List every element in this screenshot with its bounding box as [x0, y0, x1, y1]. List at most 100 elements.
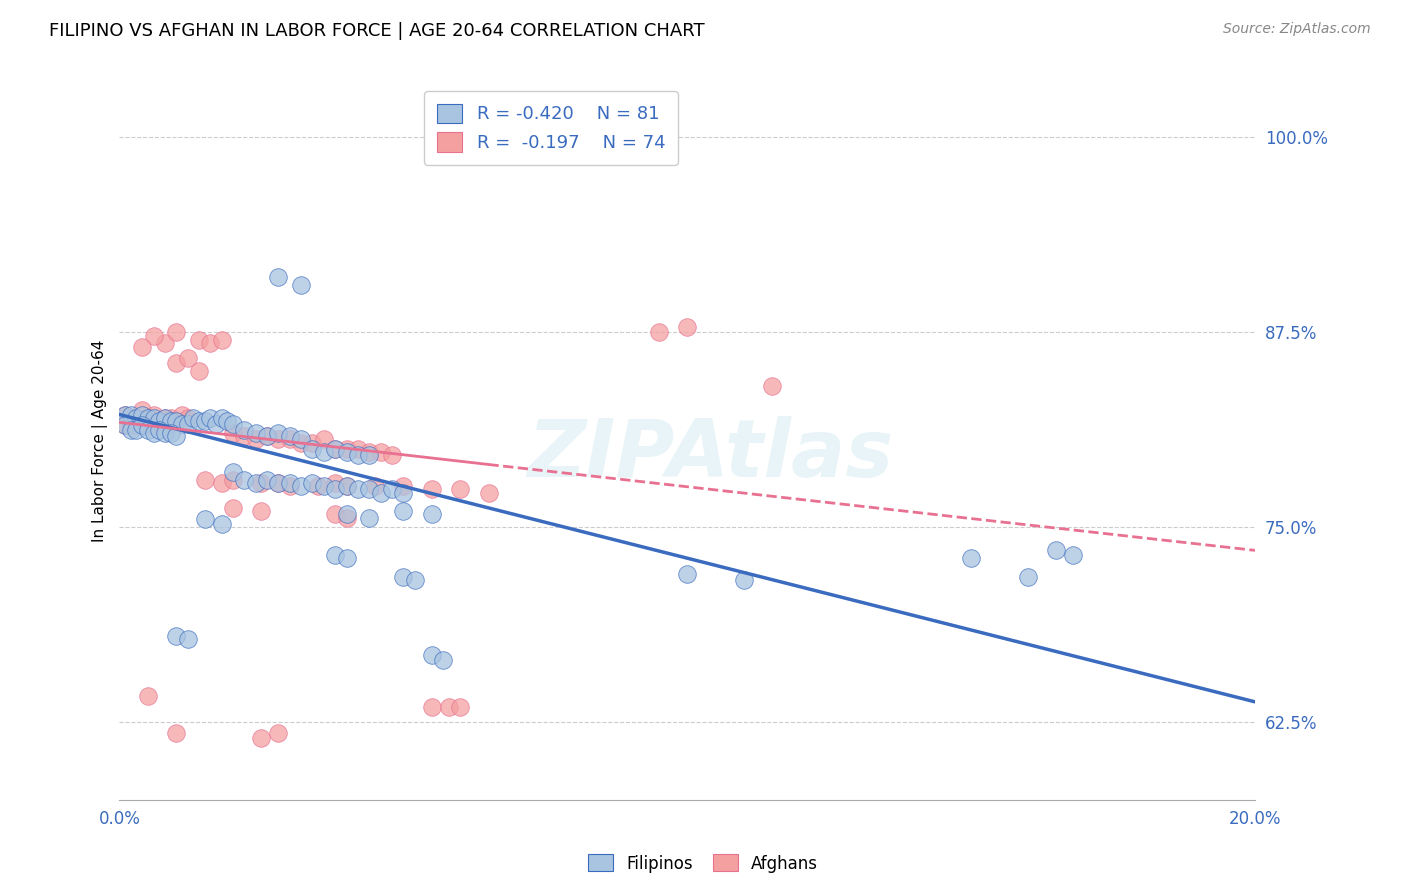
Point [217, 414, 239, 428]
Point [245, 433, 267, 447]
Point [136, 689, 159, 703]
Point [114, 408, 136, 422]
Point [165, 356, 187, 370]
Point [194, 512, 217, 526]
Text: FILIPINO VS AFGHAN IN LABOR FORCE | AGE 20-64 CORRELATION CHART: FILIPINO VS AFGHAN IN LABOR FORCE | AGE … [49, 22, 704, 40]
Point [120, 418, 142, 433]
Point [131, 408, 153, 422]
Point [211, 410, 233, 425]
Point [278, 476, 301, 491]
Point [404, 573, 426, 587]
Point [420, 483, 443, 497]
Point [477, 485, 499, 500]
Point [131, 402, 153, 417]
Point [392, 479, 415, 493]
Point [323, 548, 346, 562]
Point [233, 429, 256, 443]
Point [159, 410, 181, 425]
Point [131, 340, 153, 354]
Point [165, 325, 187, 339]
Point [323, 483, 346, 497]
Point [323, 442, 346, 456]
Y-axis label: In Labor Force | Age 20-64: In Labor Force | Age 20-64 [93, 340, 108, 542]
Point [250, 504, 273, 518]
Point [449, 699, 471, 714]
Point [381, 448, 404, 462]
Point [420, 508, 443, 522]
Point [114, 418, 136, 433]
Point [256, 429, 278, 443]
Point [335, 479, 357, 493]
Point [233, 473, 256, 487]
Point [267, 433, 290, 447]
Point [120, 423, 142, 437]
Point [200, 410, 222, 425]
Point [323, 442, 346, 456]
Point [648, 325, 671, 339]
Point [222, 417, 245, 431]
Point [136, 418, 159, 433]
Point [176, 351, 198, 366]
Point [187, 414, 209, 428]
Point [125, 414, 148, 428]
Point [114, 418, 136, 433]
Point [323, 508, 346, 522]
Point [676, 320, 699, 334]
Point [176, 417, 198, 431]
Point [233, 423, 256, 437]
Point [364, 479, 387, 493]
Point [222, 473, 245, 487]
Point [335, 445, 357, 459]
Point [676, 566, 699, 581]
Point [267, 476, 290, 491]
Point [153, 335, 176, 350]
Point [120, 408, 142, 422]
Point [1017, 570, 1039, 584]
Point [347, 442, 370, 456]
Point [142, 410, 165, 425]
Point [267, 726, 290, 740]
Point [312, 479, 335, 493]
Point [267, 476, 290, 491]
Point [245, 476, 267, 491]
Point [370, 445, 392, 459]
Point [125, 423, 148, 437]
Point [200, 335, 222, 350]
Point [205, 417, 228, 431]
Point [194, 414, 217, 428]
Point [347, 448, 370, 462]
Point [335, 510, 357, 524]
Point [136, 410, 159, 425]
Point [131, 417, 153, 431]
Point [148, 414, 170, 428]
Point [347, 483, 370, 497]
Point [222, 426, 245, 441]
Point [153, 426, 176, 441]
Point [1045, 543, 1067, 558]
Point [370, 485, 392, 500]
Point [125, 418, 148, 433]
Point [181, 410, 204, 425]
Point [176, 410, 198, 425]
Point [165, 429, 187, 443]
Point [256, 473, 278, 487]
Point [125, 410, 148, 425]
Point [301, 476, 323, 491]
Point [194, 473, 217, 487]
Point [222, 501, 245, 516]
Point [165, 629, 187, 643]
Point [222, 465, 245, 479]
Point [187, 333, 209, 347]
Point [290, 277, 312, 292]
Point [165, 414, 187, 428]
Point [323, 476, 346, 491]
Point [120, 410, 142, 425]
Point [392, 504, 415, 518]
Point [1062, 548, 1084, 562]
Point [148, 418, 170, 433]
Point [176, 632, 198, 647]
Text: ZIPAtlas: ZIPAtlas [527, 417, 893, 494]
Point [359, 445, 381, 459]
Point [290, 479, 312, 493]
Point [335, 551, 357, 566]
